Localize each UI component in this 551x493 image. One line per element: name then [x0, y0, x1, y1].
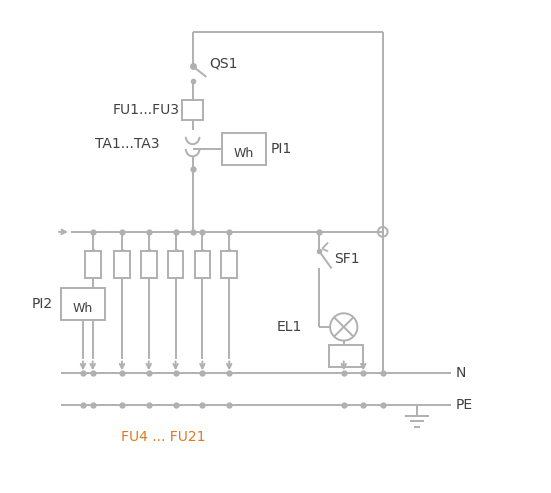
Text: PI2: PI2	[32, 297, 53, 311]
Text: PI1: PI1	[271, 142, 292, 156]
Bar	[222, 133, 266, 165]
Text: PE: PE	[456, 398, 473, 412]
Text: SF1: SF1	[334, 252, 360, 266]
Bar	[85, 251, 100, 278]
Text: FU4 ... FU21: FU4 ... FU21	[121, 429, 206, 444]
Bar	[329, 346, 363, 367]
Bar	[222, 251, 237, 278]
Text: EL1: EL1	[277, 320, 302, 334]
Bar	[61, 288, 105, 319]
Text: Wh: Wh	[73, 302, 93, 315]
Text: TA1...TA3: TA1...TA3	[95, 137, 160, 151]
Bar	[182, 100, 203, 120]
Text: QS1: QS1	[210, 57, 238, 70]
Text: N: N	[456, 366, 466, 380]
Text: FU1...FU3: FU1...FU3	[112, 103, 179, 117]
Bar	[168, 251, 183, 278]
Bar	[141, 251, 156, 278]
Text: Wh: Wh	[234, 147, 254, 160]
Bar	[114, 251, 129, 278]
Bar	[195, 251, 210, 278]
